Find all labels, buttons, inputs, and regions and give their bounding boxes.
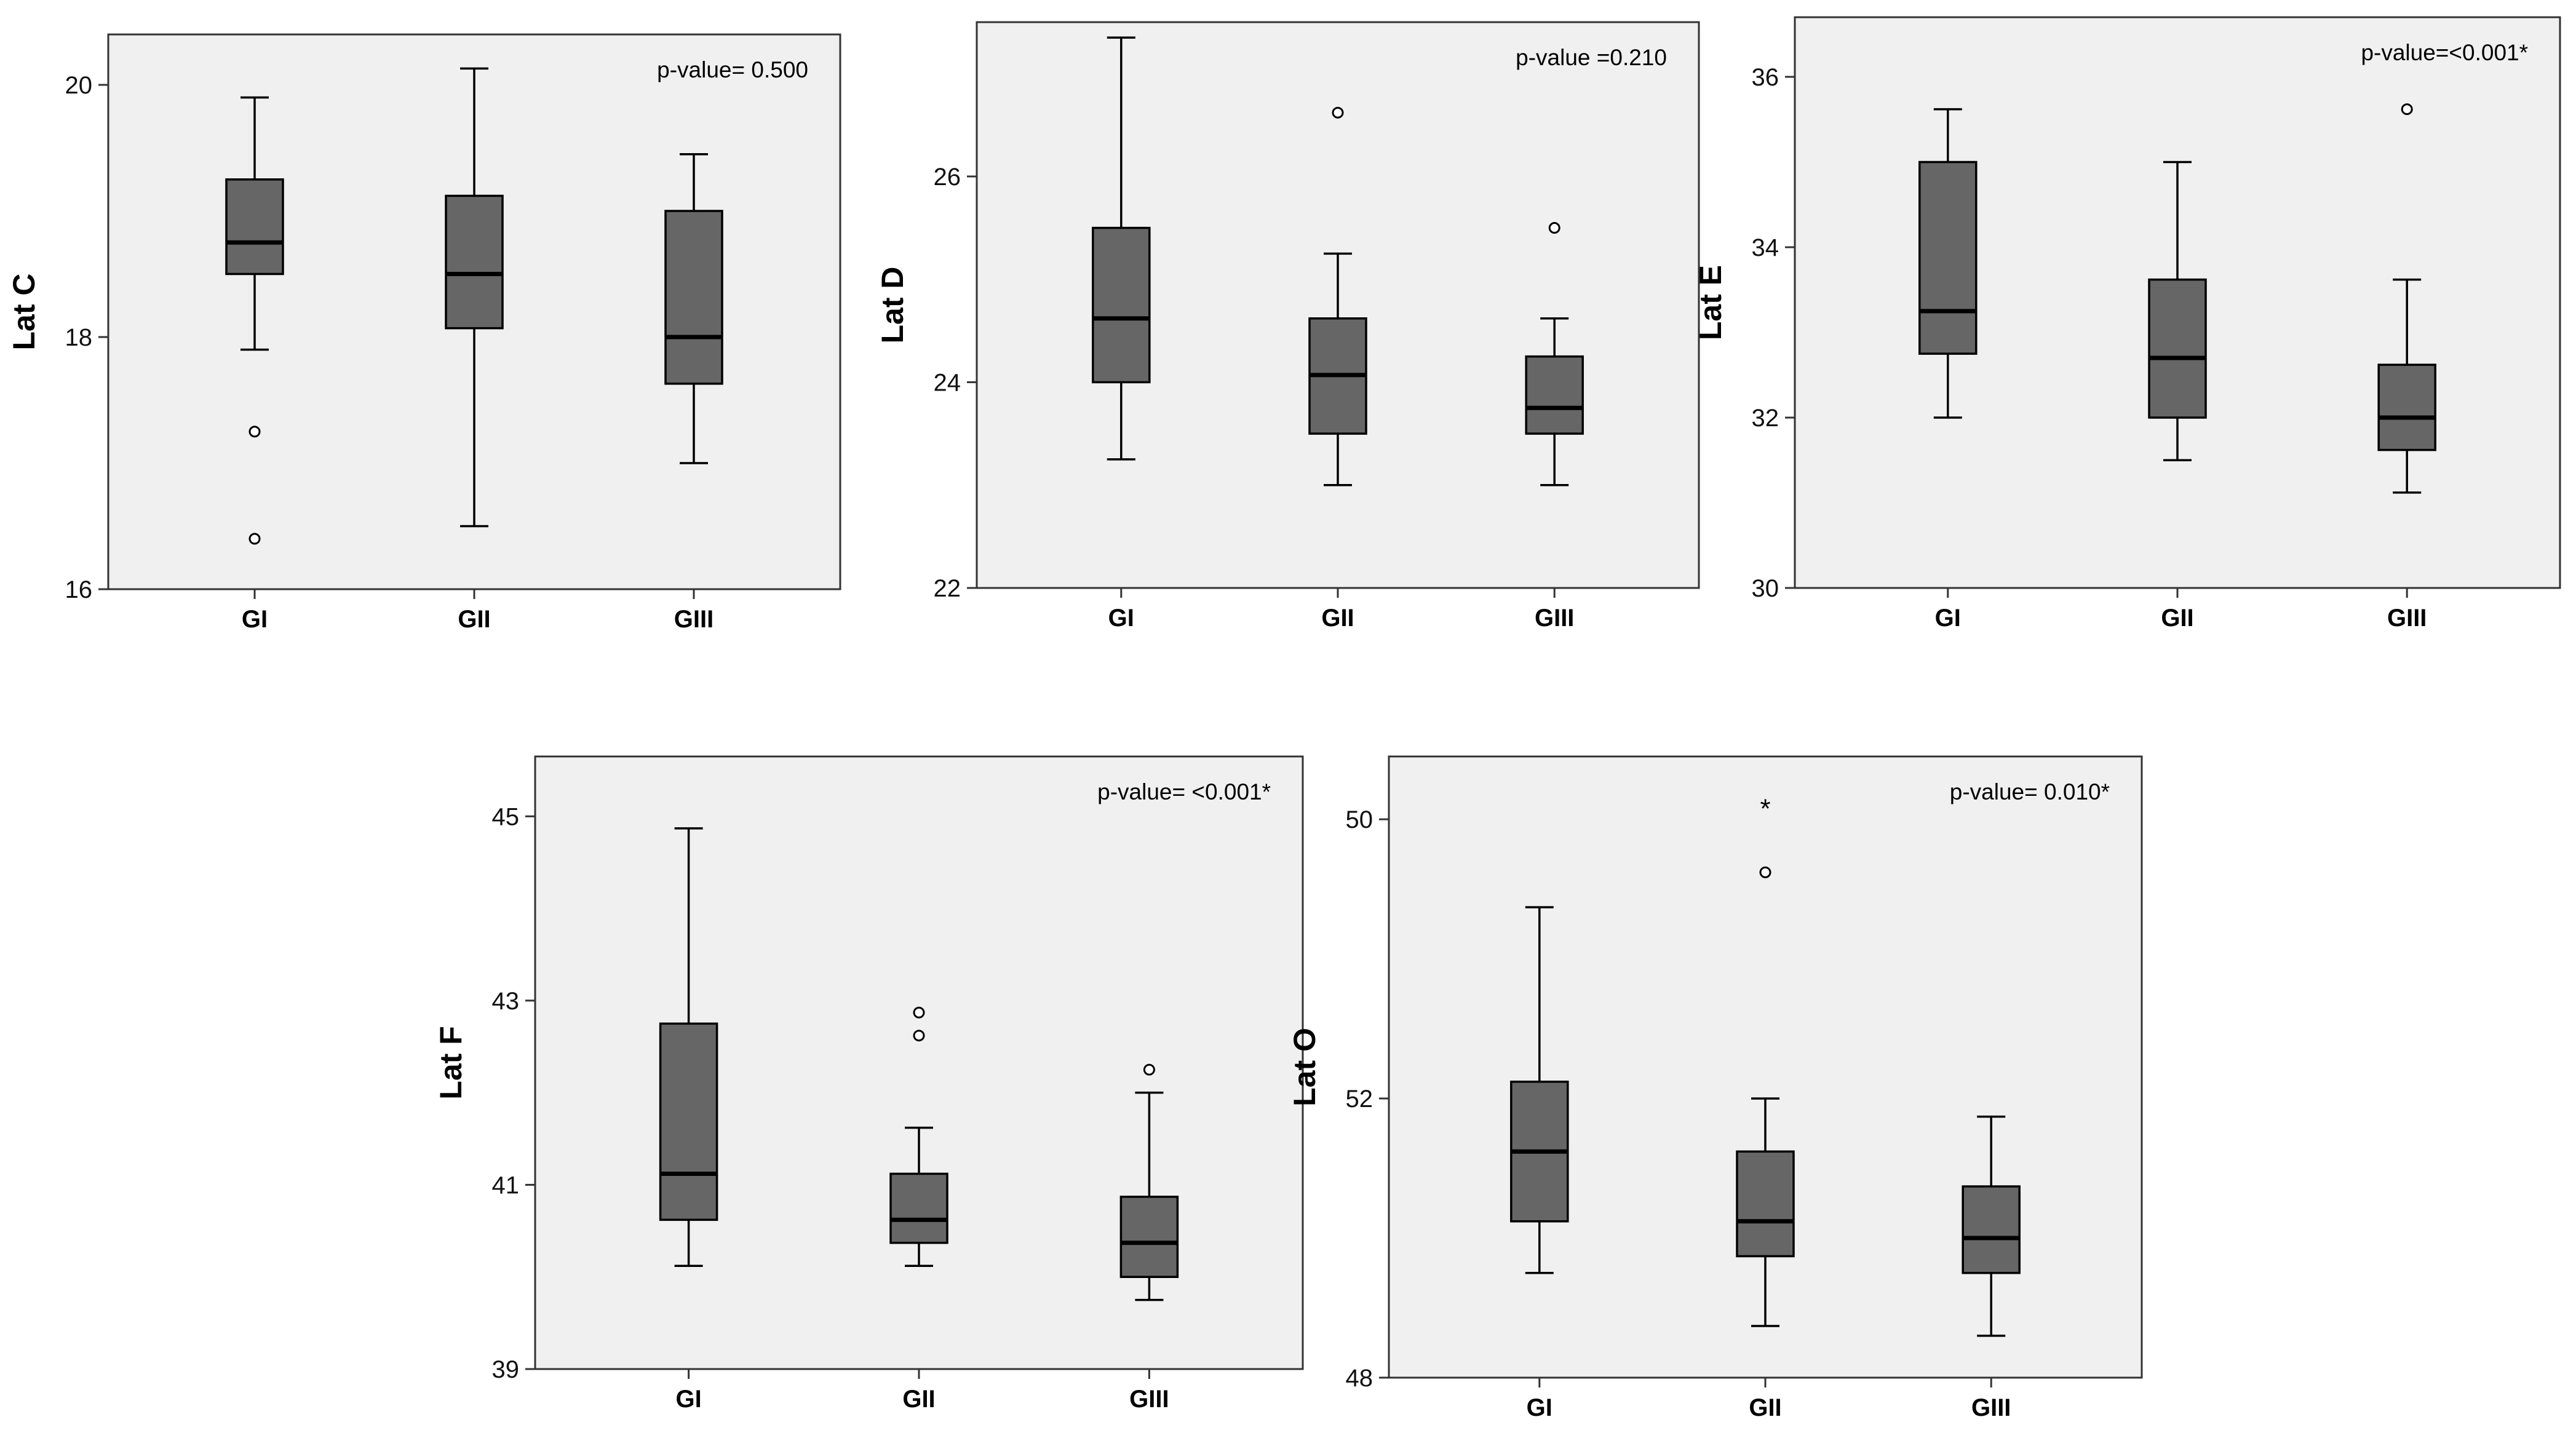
- box-gii: [889, 1006, 948, 1268]
- plot-area: [534, 755, 1304, 1370]
- iqr-box: [445, 194, 504, 330]
- x-category-label: GII: [1749, 1394, 1781, 1421]
- iqr-box: [1918, 161, 1978, 355]
- outlier-point: [248, 533, 261, 545]
- box-giii: [1119, 1063, 1179, 1301]
- p-value-annotation: p-value=<0.001*: [2361, 40, 2528, 65]
- box-gi: [1092, 36, 1151, 461]
- x-category-label: GI: [1527, 1394, 1552, 1421]
- outlier-point: [1548, 222, 1560, 234]
- chart-panel-lat-d: 22 24 26 Lat D p-value =0.210 GI GII GIII: [875, 21, 1700, 632]
- y-tick-label: 20: [65, 72, 93, 99]
- box-gii: *: [1736, 793, 1795, 1327]
- p-value-annotation: p-value= <0.001*: [1097, 779, 1271, 804]
- x-category-label: GI: [675, 1386, 701, 1413]
- y-axis-label: Lat C: [7, 274, 41, 351]
- iqr-box: [2377, 363, 2436, 451]
- x-category-label: GI: [1108, 605, 1134, 632]
- chart-panel-lat-o: 48 52 50 Lat O p-value= 0.010* GI GII GIII *: [1287, 755, 2143, 1421]
- box-gi: [659, 827, 718, 1268]
- box-gi: [1510, 906, 1569, 1274]
- outlier-point: [1143, 1063, 1155, 1076]
- x-category-label: GII: [458, 606, 490, 633]
- y-tick-label: 22: [934, 575, 961, 602]
- y-tick-label: 34: [1752, 234, 1779, 261]
- iqr-box: [1525, 355, 1584, 435]
- outlier-point: [2401, 103, 2413, 116]
- chart-panel-lat-f: 39 41 43 45 Lat F p-value= <0.001* GI GII GIII: [434, 755, 1304, 1413]
- y-tick-label: 16: [65, 576, 93, 603]
- iqr-box: [889, 1172, 948, 1244]
- box-giii: [2377, 103, 2436, 494]
- p-value-annotation: p-value= 0.010*: [1950, 779, 2110, 804]
- outlier-point: [1759, 866, 1771, 878]
- x-category-label: GIII: [1129, 1386, 1169, 1413]
- y-tick-label: 52: [1346, 1086, 1373, 1113]
- p-value-annotation: p-value =0.210: [1516, 45, 1667, 70]
- box-gii: [445, 67, 504, 528]
- y-tick-label: 36: [1752, 64, 1779, 91]
- outlier-point: [913, 1030, 925, 1042]
- y-axis-label: Lat O: [1287, 1028, 1322, 1106]
- y-tick-label: 45: [492, 803, 520, 830]
- iqr-box: [664, 210, 723, 385]
- iqr-box: [2148, 278, 2207, 419]
- box-gii: [2148, 161, 2207, 461]
- iqr-box: [1736, 1150, 1795, 1258]
- iqr-box: [225, 178, 284, 276]
- x-category-label: GII: [902, 1386, 935, 1413]
- outlier-point: [248, 426, 261, 438]
- x-category-label: GI: [1935, 605, 1961, 632]
- chart-panel-lat-e: 30 32 34 36 Lat E p-value=<0.001* GI GII GIII: [1693, 16, 2561, 632]
- y-axis-label: Lat E: [1693, 265, 1728, 340]
- iqr-box: [659, 1022, 718, 1221]
- box-giii: [1962, 1115, 2021, 1337]
- y-tick-label: 32: [1752, 405, 1779, 432]
- x-category-label: GII: [2161, 605, 2193, 632]
- y-tick-label: 26: [934, 164, 961, 191]
- box-giii: [664, 153, 723, 464]
- y-tick-label: 30: [1752, 575, 1779, 602]
- box-gi: [1918, 108, 1978, 419]
- box-gi: [225, 96, 284, 545]
- x-category-label: GIII: [1971, 1394, 2011, 1421]
- x-category-label: GIII: [674, 606, 714, 633]
- outlier-point: [1332, 106, 1344, 119]
- chart-panel-lat-c: 16 18 20 Lat C p-value= 0.500 GI GII GIII: [7, 33, 841, 633]
- iqr-box: [1119, 1196, 1179, 1278]
- x-category-label: GII: [1321, 605, 1354, 632]
- y-tick-label: 43: [492, 988, 520, 1015]
- y-tick-label: 39: [492, 1356, 520, 1383]
- x-category-label: GIII: [2387, 605, 2427, 632]
- box-giii: [1525, 222, 1584, 486]
- extreme-outlier-point: *: [1760, 793, 1770, 824]
- y-tick-label: 50: [1346, 806, 1373, 833]
- x-category-label: GI: [242, 606, 268, 633]
- box-gii: [1308, 106, 1367, 486]
- x-category-label: GIII: [1535, 605, 1574, 632]
- y-tick-label: 24: [934, 369, 961, 396]
- y-tick-label: 18: [65, 324, 93, 351]
- p-value-annotation: p-value= 0.500: [657, 57, 808, 82]
- iqr-box: [1092, 226, 1151, 384]
- y-axis-label: Lat F: [434, 1026, 468, 1099]
- outlier-point: [913, 1006, 925, 1018]
- y-axis-label: Lat D: [875, 267, 910, 344]
- y-tick-label: 48: [1346, 1365, 1373, 1392]
- iqr-box: [1962, 1185, 2021, 1274]
- y-tick-label: 41: [492, 1172, 520, 1199]
